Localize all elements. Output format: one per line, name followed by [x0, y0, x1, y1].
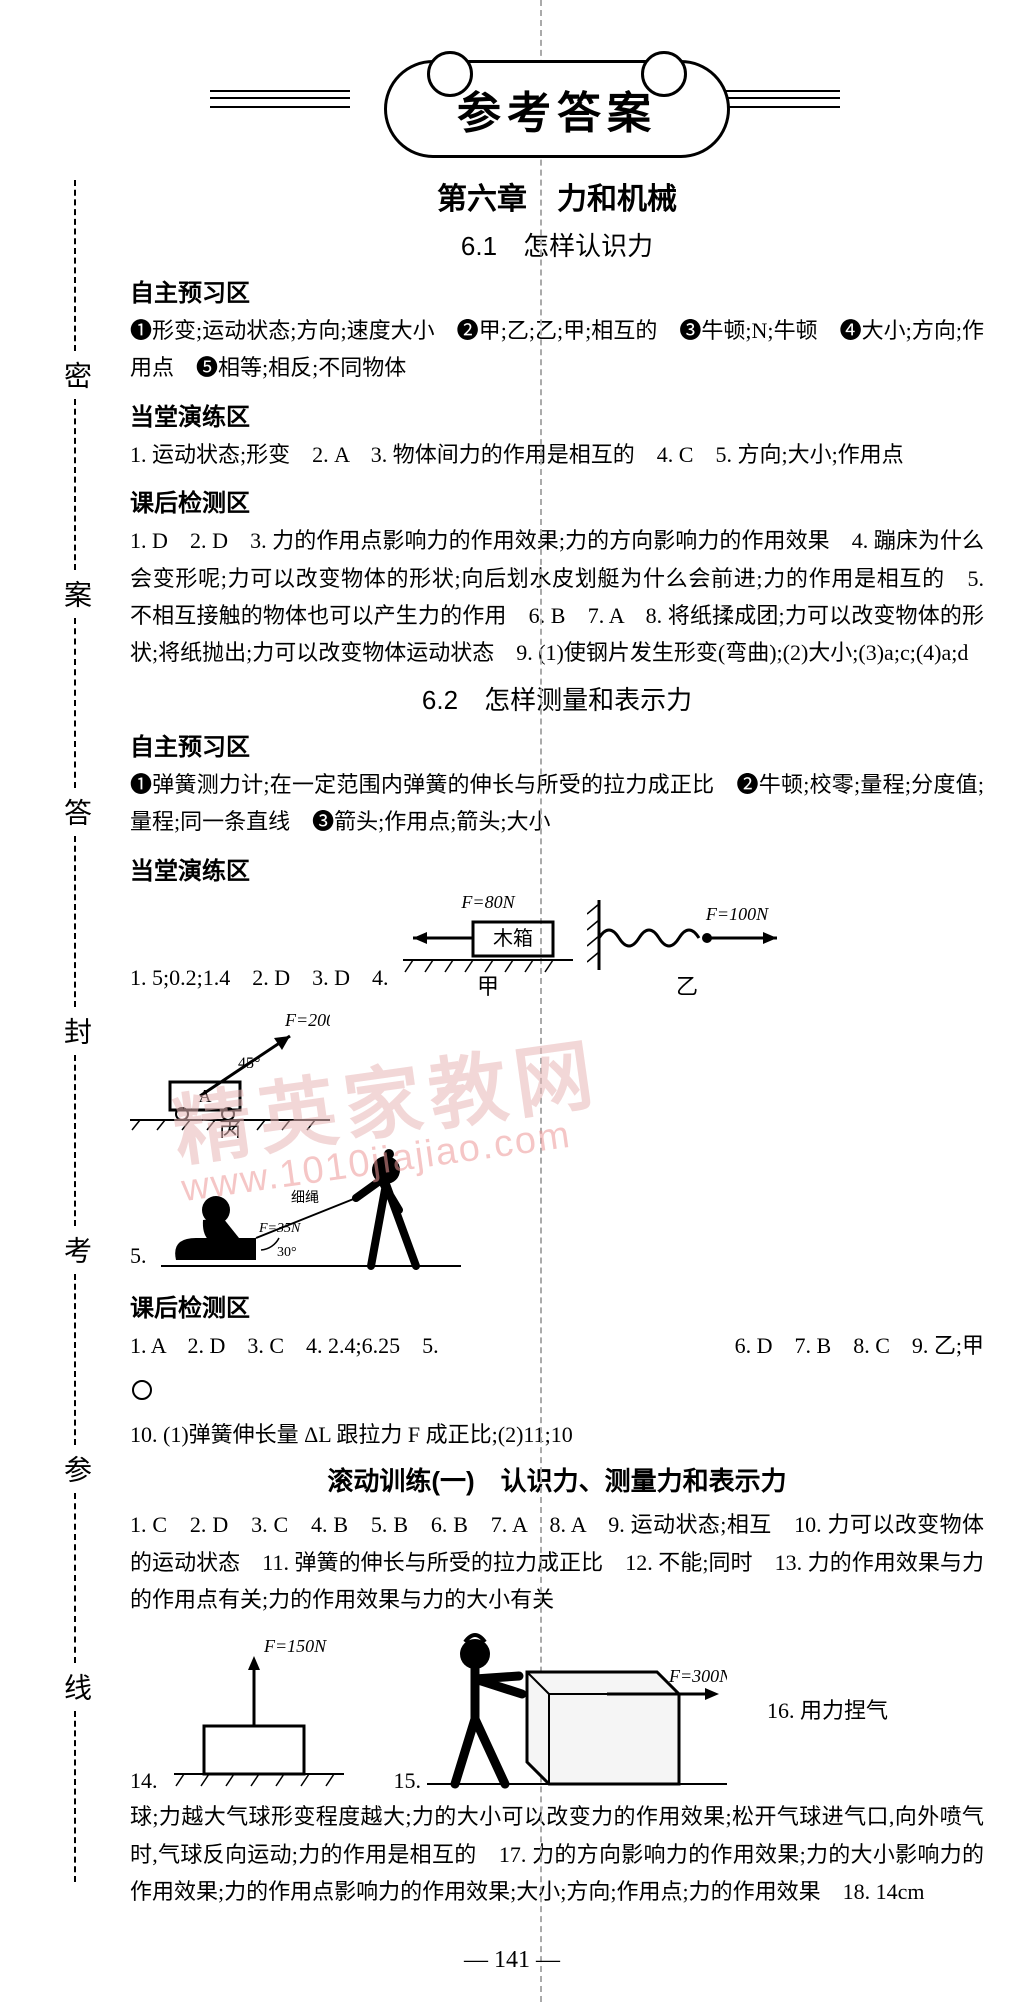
- margin-char: 封: [55, 1017, 95, 1045]
- fig15-prefix: 15.: [394, 1768, 422, 1794]
- kehou-6-2-line1-tail: 6. D 7. B 8. C 9. 乙;甲: [735, 1327, 984, 1364]
- page: 密 案 答 封 考 参 线 参考答案 第六章 力和机械 6.1 怎样认识力 自主…: [0, 0, 1024, 2002]
- text-dangtang-6-1: 1. 运动状态;形变 2. A 3. 物体间力的作用是相互的 4. C 5. 方…: [130, 436, 984, 473]
- fig-yi-force-label: F=100N: [704, 904, 768, 924]
- margin-char: 考: [55, 1236, 95, 1264]
- kehou-6-2-line1: 1. A 2. D 3. C 4. 2.4;6.25 5. 6. D 7. B …: [130, 1327, 984, 1364]
- title-decor-left: [210, 90, 350, 108]
- rolling-text2: 球;力越大气球形变程度越大;力的大小可以改变力的作用效果;松开气球进气口,向外喷…: [130, 1798, 984, 1910]
- section-6-2-title: 6.2 怎样测量和表示力: [130, 680, 984, 717]
- fig-bing-box: A: [199, 1086, 212, 1106]
- heading-dangtang-6-1: 当堂演练区: [130, 397, 984, 432]
- q5-prefix: 5.: [130, 1234, 147, 1278]
- figure-bing: F=200N 45° A 丙: [130, 1008, 330, 1138]
- page-number: 141: [0, 1947, 1024, 1974]
- sled-force-label: F=35N: [258, 1221, 301, 1236]
- kehou-6-2-line1-head: 1. A 2. D 3. C 4. 2.4;6.25 5.: [130, 1327, 439, 1364]
- margin-char: 密: [55, 361, 95, 389]
- figure-yi: F=100N 乙: [587, 890, 787, 1000]
- text-zizhu-6-1: ❶形变;运动状态;方向;速度大小 ❷甲;乙;乙;甲;相互的 ❸牛顿;N;牛顿 ❹…: [130, 312, 984, 387]
- kehou-6-2-line2: 10. (1)弹簧伸长量 ΔL 跟拉力 F 成正比;(2)11;10: [130, 1416, 984, 1453]
- margin-char: 参: [55, 1455, 95, 1483]
- margin-char: 线: [55, 1673, 95, 1701]
- figure-sled: 细绳 F=35N 30°: [161, 1138, 461, 1278]
- margin-char: 答: [55, 798, 95, 826]
- rolling-title: 滚动训练(一) 认识力、测量力和表示力: [130, 1461, 984, 1498]
- dangtang-6-2-prefix: 1. 5;0.2;1.4 2. D 3. D 4.: [130, 956, 389, 1000]
- text-zizhu-6-2: ❶弹簧测力计;在一定范围内弹簧的伸长与所受的拉力成正比 ❷牛顿;校零;量程;分度…: [130, 766, 984, 841]
- fig-jia-force-label: F=80N: [460, 892, 515, 912]
- figure-14: 14. F=150N: [130, 1634, 354, 1794]
- fig-bing-caption: 丙: [219, 1118, 241, 1138]
- figure-15: 15. F=300N: [394, 1624, 728, 1794]
- fig-jia-caption: 甲: [477, 974, 499, 999]
- fig14-force: F=150N: [263, 1636, 327, 1656]
- fig15-force: F=300N: [668, 1666, 727, 1686]
- fig-bing-force-label: F=200N: [284, 1010, 330, 1030]
- heading-kehou-6-1: 课后检测区: [130, 483, 984, 518]
- rolling-text1: 1. C 2. D 3. C 4. B 5. B 6. B 7. A 8. A …: [130, 1506, 984, 1618]
- fig16-text: 16. 用力捏气: [767, 1693, 888, 1725]
- margin-char: 案: [55, 580, 95, 608]
- heading-kehou-6-2: 课后检测区: [130, 1288, 984, 1323]
- fig-jia-box-label: 木箱: [493, 927, 533, 950]
- section-6-1-title: 6.1 怎样认识力: [130, 226, 984, 263]
- fig14-prefix: 14.: [130, 1768, 158, 1794]
- heading-zizhu-6-2: 自主预习区: [130, 727, 984, 762]
- mid-page-circle: [130, 1378, 984, 1402]
- dangtang-6-2-q5: 5. 细绳 F=35N 30°: [130, 1138, 984, 1278]
- sled-rope-label: 细绳: [291, 1190, 319, 1206]
- rolling-figures-row: 14. F=150N 15.: [130, 1624, 984, 1794]
- text-kehou-6-1: 1. D 2. D 3. 力的作用点影响力的作用效果;力的方向影响力的作用效果 …: [130, 522, 984, 672]
- dangtang-6-2-row: 1. 5;0.2;1.4 2. D 3. D 4. F=80N 木箱 甲: [130, 890, 984, 1138]
- heading-dangtang-6-2: 当堂演练区: [130, 851, 984, 886]
- sled-angle-label: 30°: [277, 1245, 297, 1260]
- fig-bing-angle: 45°: [238, 1055, 260, 1072]
- chapter-title: 第六章 力和机械: [130, 174, 984, 218]
- heading-zizhu-6-1: 自主预习区: [130, 273, 984, 308]
- fig-yi-caption: 乙: [676, 974, 698, 999]
- binding-margin-marks: 密 案 答 封 考 参 线: [40, 180, 110, 1882]
- figure-jia: F=80N 木箱 甲: [403, 890, 573, 1000]
- page-title-cloud: 参考答案: [384, 60, 730, 158]
